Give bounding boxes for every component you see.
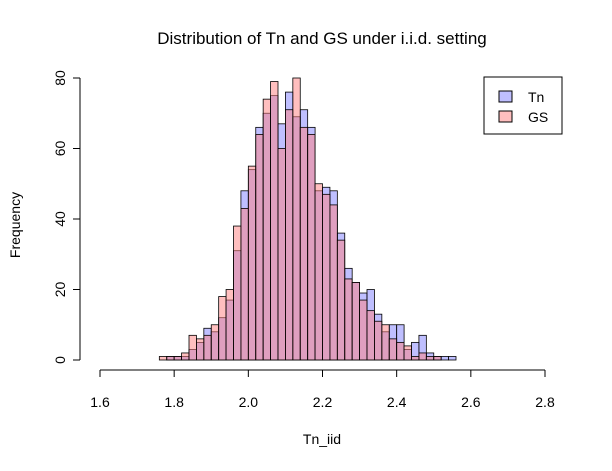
y-axis: 0 20 40 60 80 — [52, 70, 81, 364]
bar-gs — [403, 345, 412, 361]
x-tick-label: 1.6 — [90, 394, 110, 410]
bar-gs — [166, 356, 175, 361]
x-tick-label: 2.0 — [239, 394, 259, 410]
legend-swatch-tn — [498, 90, 513, 103]
bar-gs — [314, 183, 323, 361]
series-gs-bars — [158, 77, 442, 361]
bar-gs — [366, 310, 375, 361]
bar-gs — [351, 282, 360, 361]
bar-gs — [329, 204, 338, 361]
bar-gs — [181, 352, 190, 361]
bar-gs — [210, 324, 220, 361]
bar-gs — [285, 109, 294, 361]
y-axis-label: Frequency — [7, 192, 23, 258]
bar-gs — [359, 299, 368, 361]
legend-label-tn: Tn — [528, 89, 544, 105]
bar-gs — [247, 165, 257, 361]
legend: Tn GS — [483, 76, 563, 135]
x-axis-label: Tn_iid — [303, 431, 341, 447]
bar-gs — [381, 324, 390, 361]
legend-swatch-gs — [498, 110, 513, 123]
bar-gs — [270, 81, 279, 361]
bar-gs — [388, 338, 398, 361]
bar-gs — [262, 98, 271, 361]
bar-gs — [418, 352, 427, 361]
x-axis: 1.6 1.8 2.0 2.2 2.4 2.6 2.8 — [90, 369, 555, 410]
bar-tn — [440, 356, 449, 361]
x-tick-label: 2.4 — [387, 394, 407, 410]
bar-gs — [203, 334, 212, 361]
bar-gs — [322, 193, 331, 361]
x-tick-label: 2.2 — [313, 394, 333, 410]
bar-gs — [240, 208, 249, 361]
chart-title: Distribution of Tn and GS under i.i.d. s… — [157, 29, 486, 48]
bar-gs — [196, 338, 205, 361]
legend-label-gs: GS — [528, 109, 548, 125]
y-tick-label: 80 — [52, 70, 68, 86]
bar-gs — [307, 133, 316, 361]
x-tick-label: 1.8 — [164, 394, 184, 410]
y-tick-label: 60 — [52, 141, 68, 157]
bar-gs — [433, 356, 442, 361]
bar-gs — [344, 278, 353, 361]
bar-gs — [188, 334, 197, 361]
bar-gs — [396, 341, 405, 361]
bar-gs — [225, 289, 234, 361]
y-tick-label: 20 — [52, 282, 68, 298]
y-tick-label: 40 — [52, 211, 68, 227]
bar-gs — [425, 356, 435, 361]
bar-gs — [292, 77, 301, 361]
bar-gs — [255, 133, 264, 361]
bar-gs — [374, 320, 383, 361]
legend-box — [483, 76, 563, 135]
bar-gs — [277, 148, 286, 361]
x-tick-label: 2.6 — [461, 394, 481, 410]
x-tick-label: 2.8 — [535, 394, 555, 410]
bar-tn — [448, 356, 457, 361]
bar-gs — [233, 225, 242, 361]
bar-gs — [218, 296, 227, 361]
bar-gs — [158, 356, 168, 361]
bar-gs — [173, 356, 182, 361]
y-tick-label: 0 — [52, 356, 68, 364]
bar-gs — [299, 126, 309, 361]
bar-gs — [336, 239, 346, 361]
bar-gs — [411, 356, 420, 361]
